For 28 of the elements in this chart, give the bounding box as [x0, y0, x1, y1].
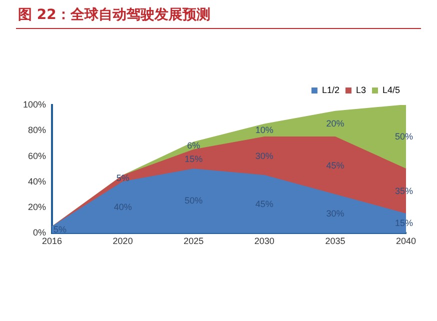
data-label: 10% [255, 125, 274, 136]
data-label: 50% [184, 196, 203, 206]
data-label: 5% [54, 224, 67, 234]
data-label: 6% [187, 140, 200, 151]
data-label: 30% [255, 150, 274, 161]
y-tick-label: 0% [33, 228, 46, 238]
data-label: 20% [326, 118, 344, 129]
data-label: 5% [116, 173, 130, 184]
chart-title: 图 22：全球自动驾驶发展预测 [18, 6, 210, 24]
data-label: 40% [114, 202, 132, 212]
x-tick-label: 2025 [184, 236, 204, 246]
legend-label: L1/2 [322, 84, 340, 95]
y-tick-label: 20% [28, 202, 46, 212]
data-label: 45% [255, 198, 274, 209]
x-tick-label: 2040 [396, 236, 416, 246]
data-label: 15% [184, 154, 203, 164]
x-tick-label: 2035 [325, 236, 346, 246]
y-tick-label: 80% [28, 125, 46, 136]
x-tick-label: 2020 [112, 236, 133, 246]
y-tick-label: 60% [28, 150, 46, 161]
y-tick-label: 100% [22, 99, 46, 110]
data-label: 45% [326, 160, 344, 170]
x-tick-label: 2016 [42, 236, 62, 246]
data-label: 30% [326, 208, 344, 218]
x-tick-label: 2030 [254, 236, 274, 246]
legend-label: L4/5 [382, 84, 400, 95]
y-tick-label: 40% [28, 176, 46, 186]
legend-label: L3 [356, 84, 366, 95]
